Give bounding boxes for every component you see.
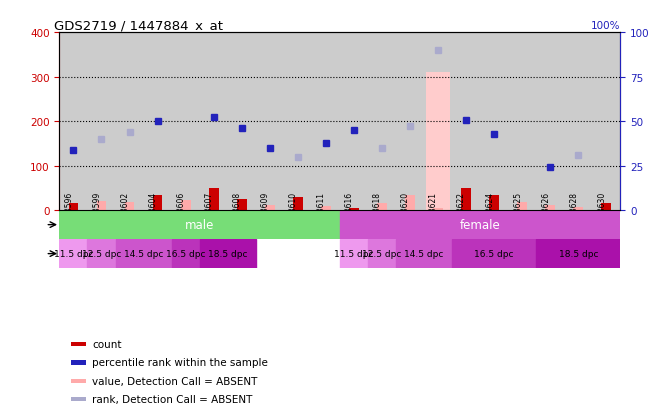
Text: 11.5 dpc: 11.5 dpc — [53, 249, 93, 259]
Text: GSM158606: GSM158606 — [177, 192, 185, 238]
Bar — [489, 195, 499, 211]
Bar — [396, 33, 424, 211]
Text: 14.5 dpc: 14.5 dpc — [405, 249, 444, 259]
Text: GSM158622: GSM158622 — [457, 192, 466, 238]
Text: GSM158621: GSM158621 — [429, 192, 438, 238]
Bar — [405, 195, 415, 211]
Bar — [115, 33, 144, 211]
Text: GSM158624: GSM158624 — [485, 192, 494, 238]
Bar — [199, 33, 228, 211]
Bar — [601, 204, 611, 211]
Bar — [340, 240, 368, 268]
Bar — [452, 240, 536, 268]
Bar — [172, 240, 199, 268]
Bar — [181, 201, 191, 211]
Bar — [564, 33, 592, 211]
Text: female: female — [460, 218, 500, 232]
Bar — [144, 33, 172, 211]
Bar — [284, 33, 312, 211]
Text: GSM158604: GSM158604 — [148, 192, 158, 238]
FancyBboxPatch shape — [71, 397, 86, 401]
Text: 16.5 dpc: 16.5 dpc — [475, 249, 514, 259]
Text: percentile rank within the sample: percentile rank within the sample — [92, 358, 268, 368]
Bar — [312, 33, 340, 211]
Bar — [265, 205, 275, 211]
Text: GSM158630: GSM158630 — [597, 192, 607, 238]
Text: 18.5 dpc: 18.5 dpc — [208, 249, 248, 259]
Bar — [433, 209, 443, 211]
Text: GSM158608: GSM158608 — [233, 192, 242, 238]
Bar — [199, 240, 256, 268]
Bar — [125, 203, 135, 211]
Bar — [237, 199, 247, 211]
Text: value, Detection Call = ABSENT: value, Detection Call = ABSENT — [92, 376, 257, 386]
Text: GSM158610: GSM158610 — [289, 192, 298, 238]
Bar — [228, 33, 256, 211]
Bar — [115, 240, 172, 268]
Bar — [574, 207, 583, 211]
FancyBboxPatch shape — [71, 361, 86, 365]
Text: GSM158620: GSM158620 — [401, 192, 410, 238]
Text: GSM158618: GSM158618 — [373, 192, 382, 238]
Text: GSM158607: GSM158607 — [205, 192, 214, 238]
Bar — [96, 202, 106, 211]
Text: 12.5 dpc: 12.5 dpc — [82, 249, 121, 259]
Text: 11.5 dpc: 11.5 dpc — [334, 249, 374, 259]
Bar — [340, 211, 620, 240]
FancyBboxPatch shape — [71, 342, 86, 347]
Bar — [59, 211, 340, 240]
Text: 16.5 dpc: 16.5 dpc — [166, 249, 205, 259]
Bar — [508, 33, 536, 211]
Text: GSM158616: GSM158616 — [345, 192, 354, 238]
Bar — [152, 195, 162, 211]
Bar — [349, 209, 359, 211]
Bar — [545, 205, 555, 211]
Text: male: male — [185, 218, 214, 232]
Bar — [69, 204, 79, 211]
Bar — [396, 240, 452, 268]
Text: GSM158609: GSM158609 — [261, 192, 270, 238]
Bar — [340, 33, 368, 211]
Bar — [256, 33, 284, 211]
Bar — [536, 240, 620, 268]
Bar — [480, 33, 508, 211]
Bar — [426, 73, 450, 211]
Bar — [424, 33, 452, 211]
Bar — [368, 240, 396, 268]
Bar — [209, 188, 218, 211]
Text: GSM158611: GSM158611 — [317, 192, 326, 238]
Text: GSM158596: GSM158596 — [65, 192, 73, 238]
Text: GSM158628: GSM158628 — [570, 192, 578, 238]
Bar — [517, 203, 527, 211]
Text: rank, Detection Call = ABSENT: rank, Detection Call = ABSENT — [92, 394, 252, 404]
Bar — [368, 33, 396, 211]
Text: 100%: 100% — [591, 21, 620, 31]
Bar — [593, 33, 620, 211]
Text: 12.5 dpc: 12.5 dpc — [362, 249, 402, 259]
Bar — [87, 240, 116, 268]
FancyBboxPatch shape — [71, 379, 86, 383]
Text: 14.5 dpc: 14.5 dpc — [124, 249, 163, 259]
Bar — [172, 33, 199, 211]
Text: GDS2719 / 1447884_x_at: GDS2719 / 1447884_x_at — [54, 19, 223, 32]
Text: GSM158625: GSM158625 — [513, 192, 522, 238]
Text: count: count — [92, 339, 121, 349]
Text: 18.5 dpc: 18.5 dpc — [558, 249, 598, 259]
Bar — [461, 188, 471, 211]
Bar — [87, 33, 116, 211]
Bar — [321, 206, 331, 211]
Bar — [59, 240, 87, 268]
Bar — [452, 33, 480, 211]
Text: GSM158599: GSM158599 — [92, 192, 102, 238]
Text: GSM158602: GSM158602 — [121, 192, 129, 238]
Bar — [293, 197, 303, 211]
Bar — [536, 33, 564, 211]
Bar — [377, 204, 387, 211]
Text: GSM158626: GSM158626 — [541, 192, 550, 238]
Bar — [59, 33, 87, 211]
